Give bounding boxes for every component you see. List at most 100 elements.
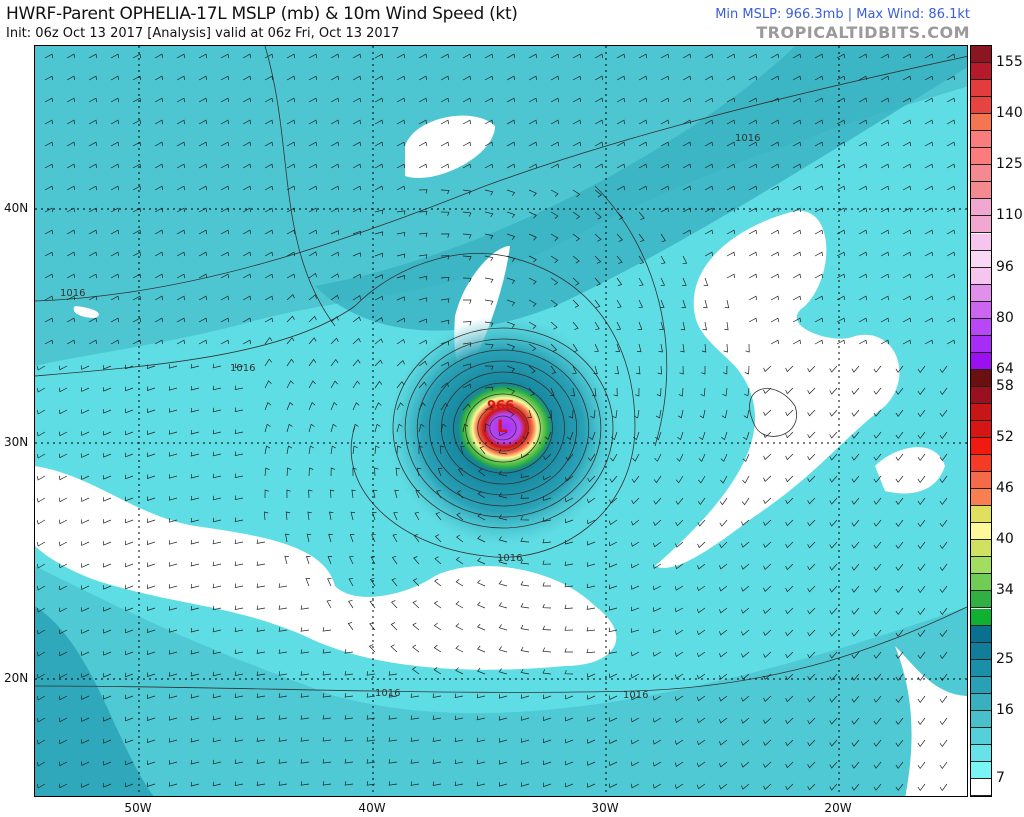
wind-barb — [829, 519, 838, 527]
wind-barb — [836, 273, 846, 279]
wind-barb — [212, 605, 222, 611]
wind-barb — [660, 163, 670, 169]
wind-barb — [454, 781, 464, 787]
wind-barb — [630, 563, 640, 569]
wind-barb — [572, 321, 579, 330]
wind-barb — [594, 163, 604, 169]
wind-barb — [103, 629, 112, 634]
wind-barb — [330, 119, 340, 125]
wind-barb — [435, 512, 442, 521]
wind-barb — [851, 739, 860, 747]
wind-barb — [58, 607, 68, 613]
wind-barb — [506, 163, 516, 169]
wind-barb — [256, 583, 266, 588]
wind-barb — [723, 343, 728, 353]
wind-barb — [58, 629, 68, 635]
wind-barb — [895, 497, 904, 505]
wind-barb — [608, 519, 618, 526]
wind-barb — [719, 607, 728, 614]
wind-barb — [616, 277, 623, 287]
wind-barb — [220, 229, 230, 235]
wind-barb — [410, 693, 420, 698]
wind-barb — [322, 737, 332, 742]
wind-barb — [858, 97, 868, 103]
wind-barb — [792, 97, 802, 103]
wind-barb — [322, 627, 332, 632]
wind-barb — [682, 141, 692, 147]
wind-barb — [895, 541, 904, 549]
wind-barb — [851, 717, 860, 725]
wind-barb — [103, 541, 112, 546]
wind-barb — [698, 453, 706, 462]
wind-barb — [572, 277, 580, 286]
wind-barb — [330, 75, 340, 81]
isobar — [749, 388, 797, 437]
wind-barb — [44, 339, 54, 345]
wind-barb — [154, 295, 164, 301]
wind-barb — [528, 277, 537, 285]
wind-barb — [498, 580, 508, 587]
wind-barb — [939, 409, 948, 417]
wind-barb — [946, 119, 956, 125]
wind-barb — [719, 739, 728, 746]
wind-barb — [506, 75, 516, 81]
wind-barb — [924, 339, 934, 345]
wind-barb — [80, 497, 90, 502]
wind-barb — [396, 253, 406, 259]
wind-barb — [814, 141, 824, 147]
wind-barb — [638, 141, 648, 147]
wind-barb — [432, 759, 442, 764]
wind-barb — [234, 649, 244, 655]
wind-barb — [330, 163, 340, 169]
wind-barb — [638, 163, 648, 169]
wind-barb — [330, 402, 338, 411]
wind-barb — [550, 233, 559, 241]
colorbar-bin — [971, 744, 991, 762]
wind-barb — [455, 645, 464, 653]
wind-barb — [660, 53, 670, 59]
wind-barb — [264, 207, 274, 213]
wind-barb — [132, 185, 142, 191]
wind-barb — [110, 141, 120, 147]
wind-barb — [484, 386, 494, 391]
brand-logo: TROPICALTIDBITS.COM — [756, 23, 970, 42]
wind-barb — [792, 273, 802, 279]
wind-barb — [873, 695, 882, 703]
wind-barb — [103, 585, 112, 590]
wind-barb — [506, 409, 515, 417]
wind-barb — [566, 431, 574, 441]
wind-barb — [66, 317, 76, 323]
wind-barb — [212, 517, 222, 523]
wind-barb — [587, 475, 596, 483]
wind-barb — [190, 539, 200, 545]
wind-barb — [785, 431, 794, 439]
wind-barb — [286, 423, 293, 433]
wind-barb — [432, 693, 442, 698]
wind-barb — [220, 53, 230, 59]
wind-barb — [836, 141, 846, 147]
wind-barb — [278, 715, 288, 720]
wind-barb — [792, 295, 802, 301]
wind-barb — [829, 541, 838, 549]
wind-barb — [147, 408, 156, 413]
colorbar-bin — [971, 421, 991, 439]
wind-barb — [198, 229, 208, 235]
wind-barb — [433, 600, 442, 609]
center-pressure-label: 966 — [487, 399, 514, 414]
wind-barb — [741, 717, 750, 724]
wind-barb — [36, 783, 46, 789]
wind-barb — [851, 519, 860, 527]
wind-barb — [924, 229, 934, 235]
colorbar-bin — [971, 199, 991, 217]
wind-barb — [682, 255, 688, 265]
wind-barb — [418, 211, 428, 216]
isobar — [404, 338, 602, 518]
wind-barb — [652, 563, 662, 569]
wind-barb — [125, 452, 134, 458]
wind-barb — [344, 649, 354, 654]
wind-barb — [895, 365, 904, 373]
wind-barb — [220, 317, 230, 323]
wind-barb — [44, 163, 54, 169]
wind-barb — [587, 540, 596, 546]
wind-barb — [418, 275, 428, 281]
